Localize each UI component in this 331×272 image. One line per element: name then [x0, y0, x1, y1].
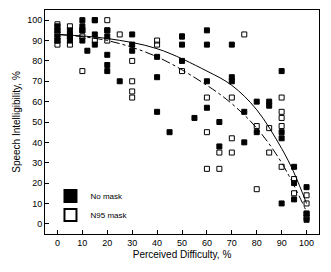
svg-text:100: 100 — [27, 15, 42, 25]
svg-text:50: 50 — [177, 238, 187, 248]
svg-text:90: 90 — [277, 238, 287, 248]
svg-text:60: 60 — [32, 97, 42, 107]
svg-text:0: 0 — [55, 238, 60, 248]
svg-text:40: 40 — [32, 138, 42, 148]
svg-text:No mask: No mask — [90, 192, 123, 201]
svg-text:100: 100 — [299, 238, 314, 248]
svg-text:40: 40 — [152, 238, 162, 248]
svg-text:N95 mask: N95 mask — [90, 211, 127, 220]
svg-text:Speech Intelligibility, %: Speech Intelligibility, % — [11, 71, 22, 173]
svg-text:10: 10 — [77, 238, 87, 248]
svg-text:60: 60 — [202, 238, 212, 248]
svg-text:50: 50 — [32, 117, 42, 127]
svg-text:20: 20 — [102, 238, 112, 248]
svg-text:70: 70 — [32, 76, 42, 86]
svg-text:10: 10 — [32, 199, 42, 209]
svg-text:90: 90 — [32, 36, 42, 46]
svg-text:30: 30 — [32, 158, 42, 168]
svg-text:30: 30 — [127, 238, 137, 248]
svg-text:80: 80 — [252, 238, 262, 248]
svg-text:0: 0 — [37, 219, 42, 229]
svg-text:70: 70 — [227, 238, 237, 248]
svg-text:20: 20 — [32, 178, 42, 188]
svg-text:Perceived Difficulty, %: Perceived Difficulty, % — [133, 249, 232, 260]
svg-text:80: 80 — [32, 56, 42, 66]
